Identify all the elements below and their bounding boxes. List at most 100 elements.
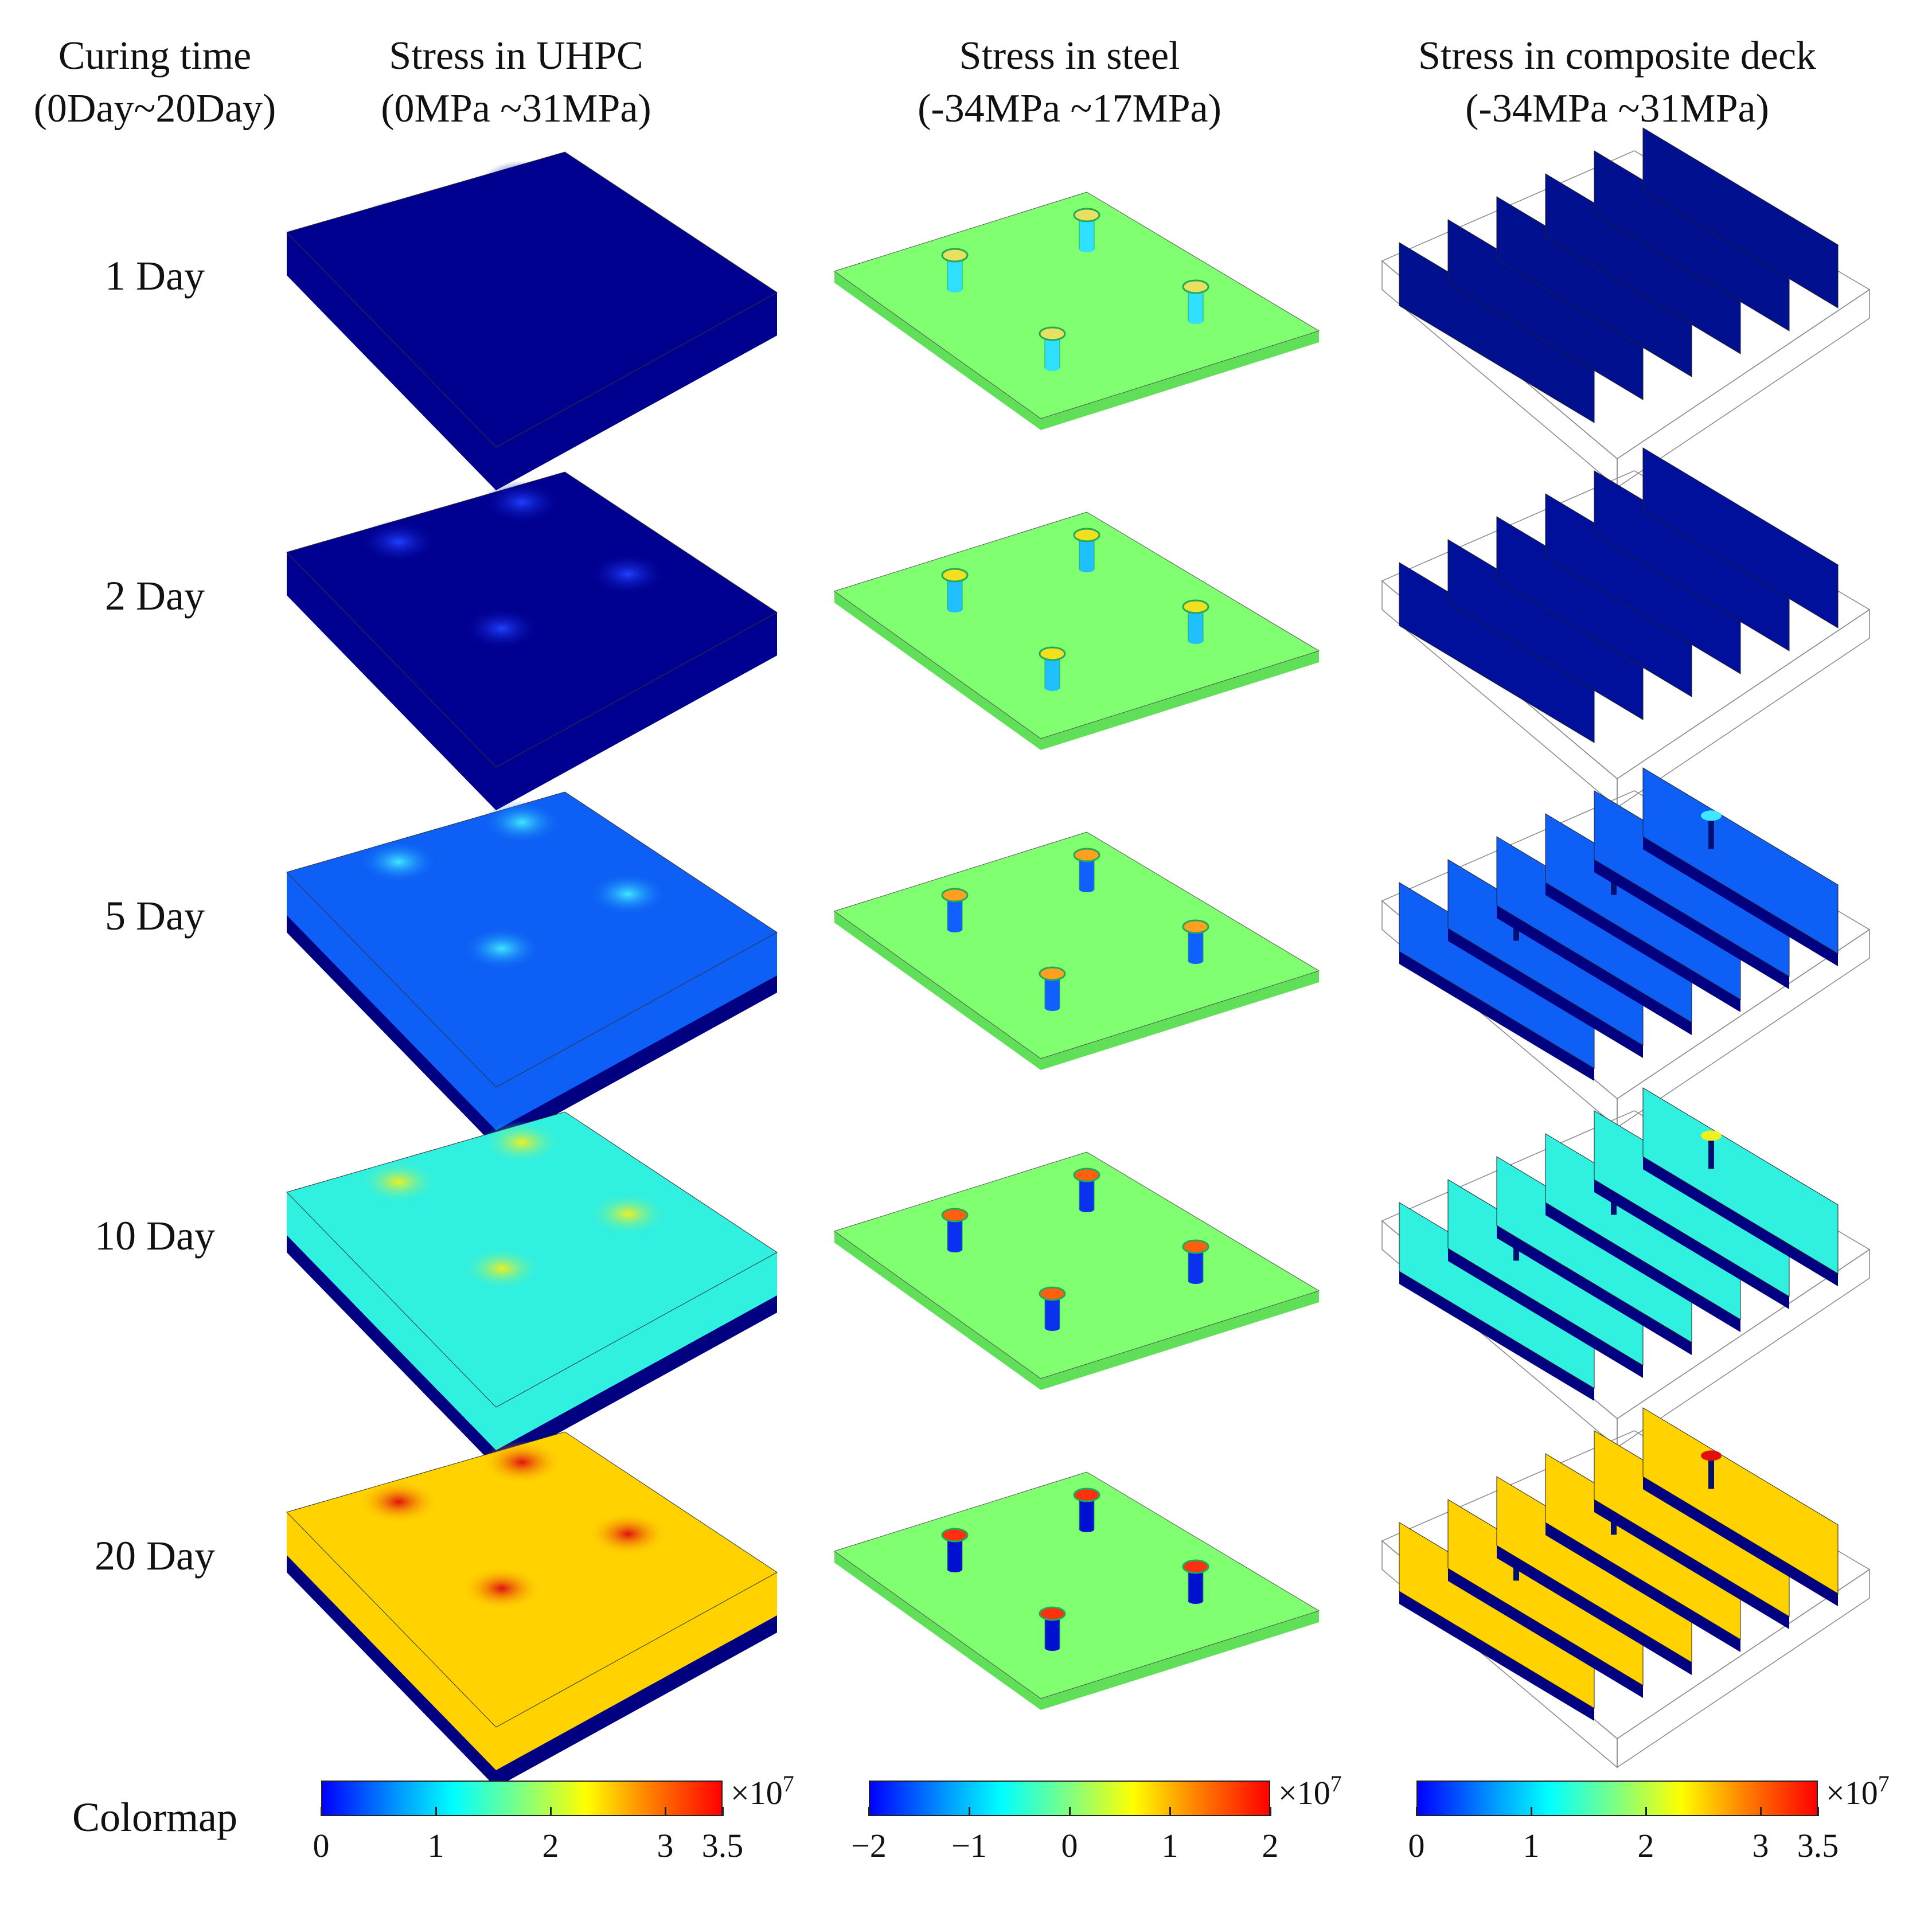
- stud-head: [1182, 1239, 1209, 1254]
- colormap-label: Colormap: [72, 1794, 237, 1840]
- colorbar-tick-label: 3.5: [1797, 1827, 1839, 1864]
- shear-stud: [1039, 966, 1066, 1011]
- stud-head: [1073, 528, 1100, 542]
- uhpc-panel-3: [286, 1111, 778, 1467]
- shear-stud: [1039, 1606, 1066, 1651]
- rib-stud-hotspot: [1701, 810, 1722, 821]
- rib-flange: [1399, 1271, 1594, 1401]
- header-uhpc-line1: Stress in UHPC: [389, 34, 643, 78]
- shear-stud: [1039, 326, 1066, 371]
- header-composite-line2: (-34MPa ~31MPa): [1465, 87, 1769, 131]
- stud-head: [1073, 1168, 1100, 1182]
- shear-stud: [1182, 919, 1209, 964]
- stud-base: [1079, 247, 1094, 252]
- colorbar-tick-label: 2: [1262, 1827, 1279, 1864]
- stud-base: [1079, 887, 1094, 892]
- steel-plate-side-right: [1041, 651, 1319, 750]
- uhpc-stress-spot: [358, 1480, 439, 1524]
- uhpc-panel-2: [286, 791, 778, 1147]
- composite-panel-2: [1381, 767, 1871, 1129]
- uhpc-stress-spot: [482, 161, 562, 204]
- header-uhpc: Stress in UHPC (0MPa ~31MPa): [287, 30, 746, 135]
- steel-panel-3: [833, 1151, 1320, 1390]
- steel-plate-side-right: [1041, 331, 1319, 430]
- colorbar-tick-label: 0: [1408, 1827, 1425, 1864]
- rib-plate: [1642, 1087, 1839, 1286]
- rib-flange: [1643, 1157, 1838, 1286]
- rib-flange: [1594, 1180, 1789, 1309]
- stud-head: [1039, 1606, 1066, 1621]
- shear-stud: [1073, 208, 1100, 252]
- colorbar-tick: [868, 1807, 870, 1816]
- stud-base: [1188, 1598, 1203, 1604]
- uhpc-stress-spot: [462, 287, 542, 330]
- steel-plate-side-left: [834, 1551, 1041, 1710]
- stud-base: [947, 1247, 962, 1252]
- composite-panel-0: [1381, 127, 1871, 489]
- header-curing-time: Curing time (0Day~20Day): [6, 30, 304, 135]
- colorbar-tick: [550, 1807, 552, 1816]
- colorbar-tick-label: 1: [1161, 1827, 1178, 1864]
- uhpc-side-left: [287, 872, 496, 1130]
- steel-plate-side-right: [1041, 1611, 1319, 1710]
- colorbar-tick: [1270, 1807, 1271, 1816]
- uhpc-stress-spot: [358, 520, 439, 564]
- rib-flange: [1643, 1477, 1838, 1606]
- steel-panel-4: [833, 1471, 1320, 1710]
- colorbar-tick-label: 1: [427, 1827, 444, 1864]
- colorbar-exponent: ×107: [1826, 1771, 1890, 1812]
- uhpc-stress-spot: [358, 840, 439, 884]
- exponent-base: ×10: [1278, 1774, 1330, 1811]
- composite-panel-1: [1381, 447, 1871, 809]
- colorbar-gradient: [1416, 1781, 1818, 1816]
- shear-stud: [1073, 848, 1100, 892]
- rib-stud-hotspot: [1701, 1130, 1722, 1141]
- rib-flange: [1399, 1591, 1594, 1721]
- colorbar-tick: [969, 1807, 970, 1816]
- header-uhpc-line2: (0MPa ~31MPa): [381, 87, 651, 131]
- stud-head: [1073, 208, 1100, 222]
- shear-stud: [941, 1208, 969, 1252]
- rib-flange: [1545, 1202, 1740, 1332]
- colorbar-tick: [435, 1807, 437, 1816]
- uhpc-stress-spot: [482, 481, 562, 524]
- stud-base: [1079, 1526, 1094, 1532]
- steel-plate-side-left: [834, 271, 1041, 430]
- uhpc-side-right: [496, 932, 777, 1130]
- stud-base: [947, 287, 962, 292]
- rib-stud: [1708, 814, 1714, 849]
- stud-head: [941, 1208, 969, 1223]
- stud-base: [1045, 1325, 1060, 1331]
- uhpc-side-left: [287, 552, 496, 810]
- rib-flange: [1594, 860, 1789, 989]
- colorbar-tick-label: 3: [1752, 1827, 1769, 1864]
- stud-base: [947, 927, 962, 932]
- rib-stud: [1708, 1454, 1714, 1489]
- row-label-1day: 1 Day: [105, 253, 205, 299]
- stud-head: [1182, 1559, 1209, 1574]
- uhpc-stress-spot: [588, 872, 668, 916]
- steel-plate-side-right: [1041, 1291, 1319, 1390]
- shear-stud: [1073, 1168, 1100, 1212]
- stud-head: [1182, 599, 1209, 614]
- rib-plate: [1642, 127, 1839, 309]
- uhpc-side-left: [287, 232, 496, 490]
- rib-flange: [1545, 1522, 1740, 1652]
- rib-plate: [1642, 1407, 1839, 1606]
- uhpc-stress-spot: [462, 607, 542, 650]
- colorbar-tick: [321, 1807, 322, 1816]
- exponent-base: ×10: [731, 1774, 783, 1811]
- uhpc-stress-spot: [482, 1440, 562, 1484]
- uhpc-panel-4: [286, 1431, 778, 1787]
- steel-plate-side-left: [834, 1231, 1041, 1390]
- colorbar-exponent: ×107: [1278, 1771, 1342, 1812]
- colorbar-tick: [1760, 1807, 1762, 1816]
- shear-stud: [1182, 599, 1209, 644]
- stud-base: [1188, 958, 1203, 964]
- rib-flange: [1448, 928, 1643, 1058]
- colorbar-tick-label: 3.5: [701, 1827, 744, 1864]
- stud-base: [1045, 1645, 1060, 1651]
- stud-base: [1079, 1207, 1094, 1212]
- stud-base: [1045, 685, 1060, 691]
- shear-stud: [941, 248, 969, 292]
